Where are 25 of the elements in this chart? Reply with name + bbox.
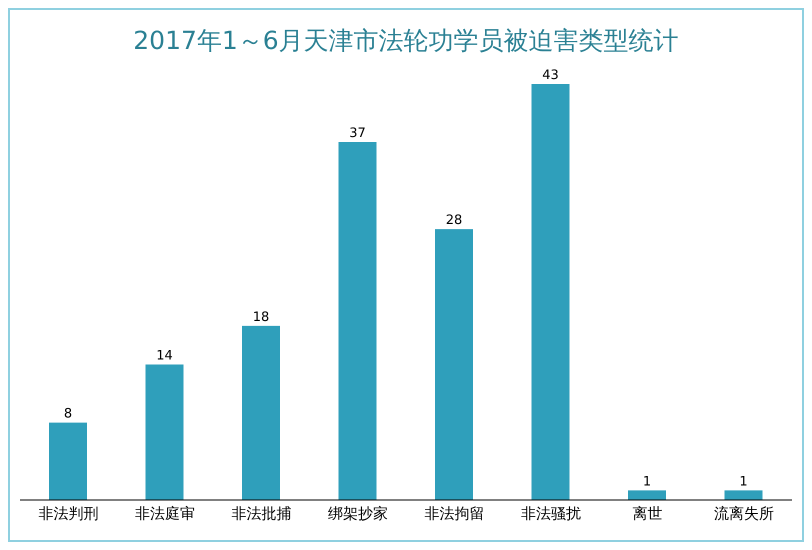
x-tick-label: 离世 xyxy=(632,504,662,523)
bar xyxy=(242,326,280,500)
bar xyxy=(338,142,376,500)
x-tick-label: 绑架抄家 xyxy=(328,504,388,523)
x-tick-label: 非法判刑 xyxy=(38,504,98,523)
bar xyxy=(724,490,762,500)
data-label: 1 xyxy=(642,474,652,490)
x-tick-label: 非法庭审 xyxy=(134,504,195,523)
data-label: 8 xyxy=(64,406,72,422)
x-tick-label: 非法骚扰 xyxy=(520,504,581,523)
data-label: 18 xyxy=(252,310,270,325)
bar xyxy=(628,490,666,500)
x-tick-label: 非法拘留 xyxy=(424,504,484,523)
bar xyxy=(49,422,87,500)
data-label: 37 xyxy=(349,126,366,142)
chart-title: 2017年1～6月天津市法轮功学员被迫害类型统计 xyxy=(132,25,680,57)
data-label: 1 xyxy=(739,474,748,490)
x-tick-label: 流离失所 xyxy=(714,504,774,523)
data-label: 28 xyxy=(446,213,462,228)
x-tick-label: 非法批捕 xyxy=(231,504,292,523)
bar xyxy=(532,84,570,500)
data-label: 14 xyxy=(156,348,173,364)
bar xyxy=(146,364,184,500)
data-label: 43 xyxy=(542,68,559,83)
bar xyxy=(435,229,473,500)
